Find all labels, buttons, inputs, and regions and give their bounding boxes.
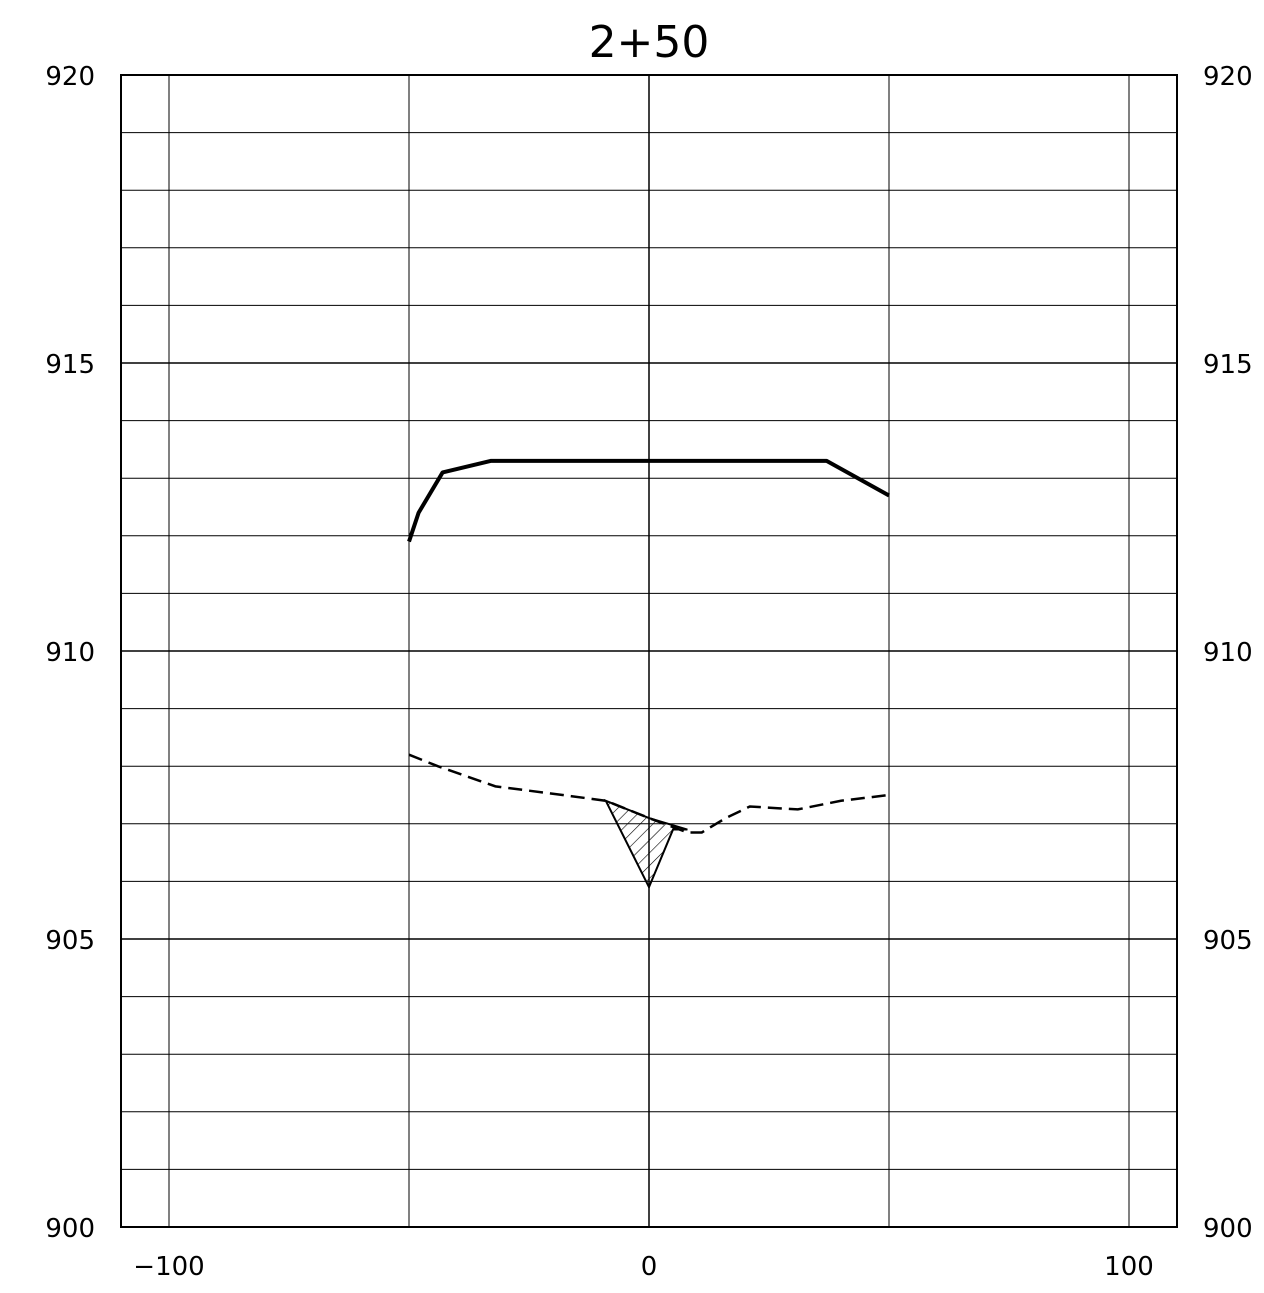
y-tick-label-left: 910 xyxy=(45,638,95,668)
y-tick-label-right: 905 xyxy=(1203,926,1253,956)
y-tick-label-right: 915 xyxy=(1203,350,1253,380)
y-tick-label-right: 910 xyxy=(1203,638,1253,668)
axis-labels: 900 900 905 905 910 910 915 915 920 920 −100 0 100 xyxy=(45,62,1252,1282)
plot-frame xyxy=(120,74,1178,1228)
y-tick-label-right: 920 xyxy=(1203,62,1253,92)
x-tick-label: 100 xyxy=(1104,1252,1154,1282)
y-tick-label-left: 905 xyxy=(45,926,95,956)
proposed-grade-line xyxy=(407,458,890,543)
x-tick-label: 0 xyxy=(641,1252,658,1282)
grid xyxy=(121,74,1177,1228)
profile-lines xyxy=(407,458,890,890)
hatched-area xyxy=(603,798,688,890)
y-tick-label-left: 915 xyxy=(45,350,95,380)
y-tick-label-right: 900 xyxy=(1203,1214,1253,1244)
x-tick-label: −100 xyxy=(133,1252,204,1282)
chart-title: 2+50 xyxy=(589,17,710,68)
y-tick-label-left: 900 xyxy=(45,1214,95,1244)
y-tick-label-left: 920 xyxy=(45,62,95,92)
existing-ground-line xyxy=(408,753,890,834)
